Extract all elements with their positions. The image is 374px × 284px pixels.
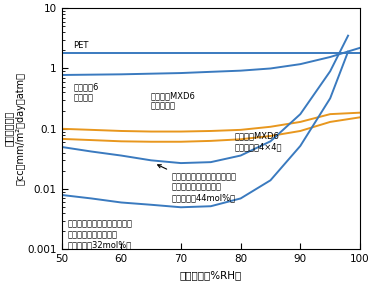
Text: PET: PET [73, 41, 89, 50]
Text: エチレン・ビニルアルコール
共重合樹脂（無延伸）
（エチレン32mol%）: エチレン・ビニルアルコール 共重合樹脂（無延伸） （エチレン32mol%） [67, 220, 132, 250]
Text: エチレン・ビニルアルコール
共重合樹脂（無延伸）
（エチレン44mol%）: エチレン・ビニルアルコール 共重合樹脂（無延伸） （エチレン44mol%） [158, 165, 237, 202]
Text: ナイロンMXD6
（延伸倍率4×4）: ナイロンMXD6 （延伸倍率4×4） [234, 131, 282, 151]
Text: ナイロンMXD6
（無延伸）: ナイロンMXD6 （無延伸） [151, 91, 196, 111]
X-axis label: 相対湿度（%RH）: 相対湿度（%RH） [180, 270, 242, 280]
Y-axis label: 酸素透過係数
（cc・mm/m²・day・atm）: 酸素透過係数 （cc・mm/m²・day・atm） [4, 72, 26, 185]
Text: ナイロン6
（延伸）: ナイロン6 （延伸） [73, 83, 99, 102]
